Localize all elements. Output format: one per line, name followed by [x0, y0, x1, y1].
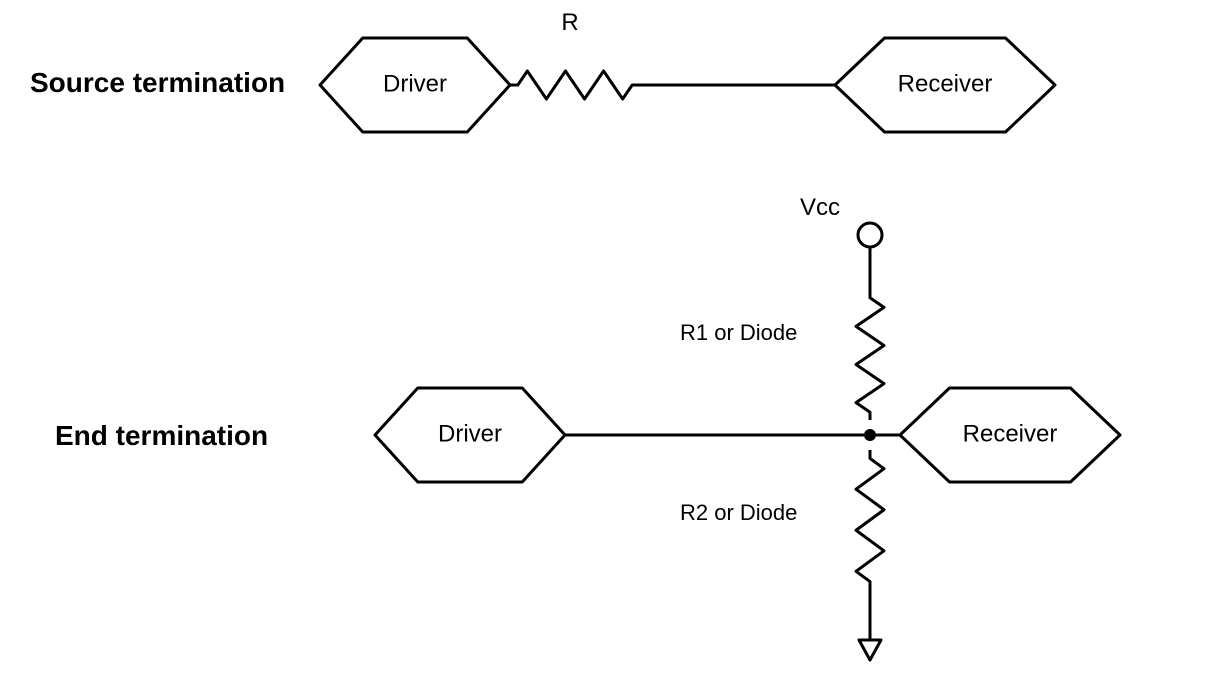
end-termination-title: End termination: [55, 420, 268, 451]
vcc-terminal-icon: [858, 223, 882, 247]
resistor-icon: [510, 71, 640, 99]
termination-diagram: Source termination Driver R Receiver End…: [0, 0, 1218, 690]
ground-arrow-icon: [859, 640, 881, 660]
receiver-label: Receiver: [898, 70, 993, 97]
vcc-label: Vcc: [800, 194, 840, 221]
r2-label: R2 or Diode: [680, 500, 797, 525]
junction-node-icon: [864, 429, 876, 441]
resistor-icon: [856, 290, 884, 420]
resistor-icon: [856, 450, 884, 590]
source-termination-title: Source termination: [30, 67, 285, 98]
driver-label: Driver: [383, 70, 447, 97]
driver-label: Driver: [438, 420, 502, 447]
resistor-label: R: [561, 9, 578, 36]
r1-label: R1 or Diode: [680, 320, 797, 345]
receiver-label: Receiver: [963, 420, 1058, 447]
